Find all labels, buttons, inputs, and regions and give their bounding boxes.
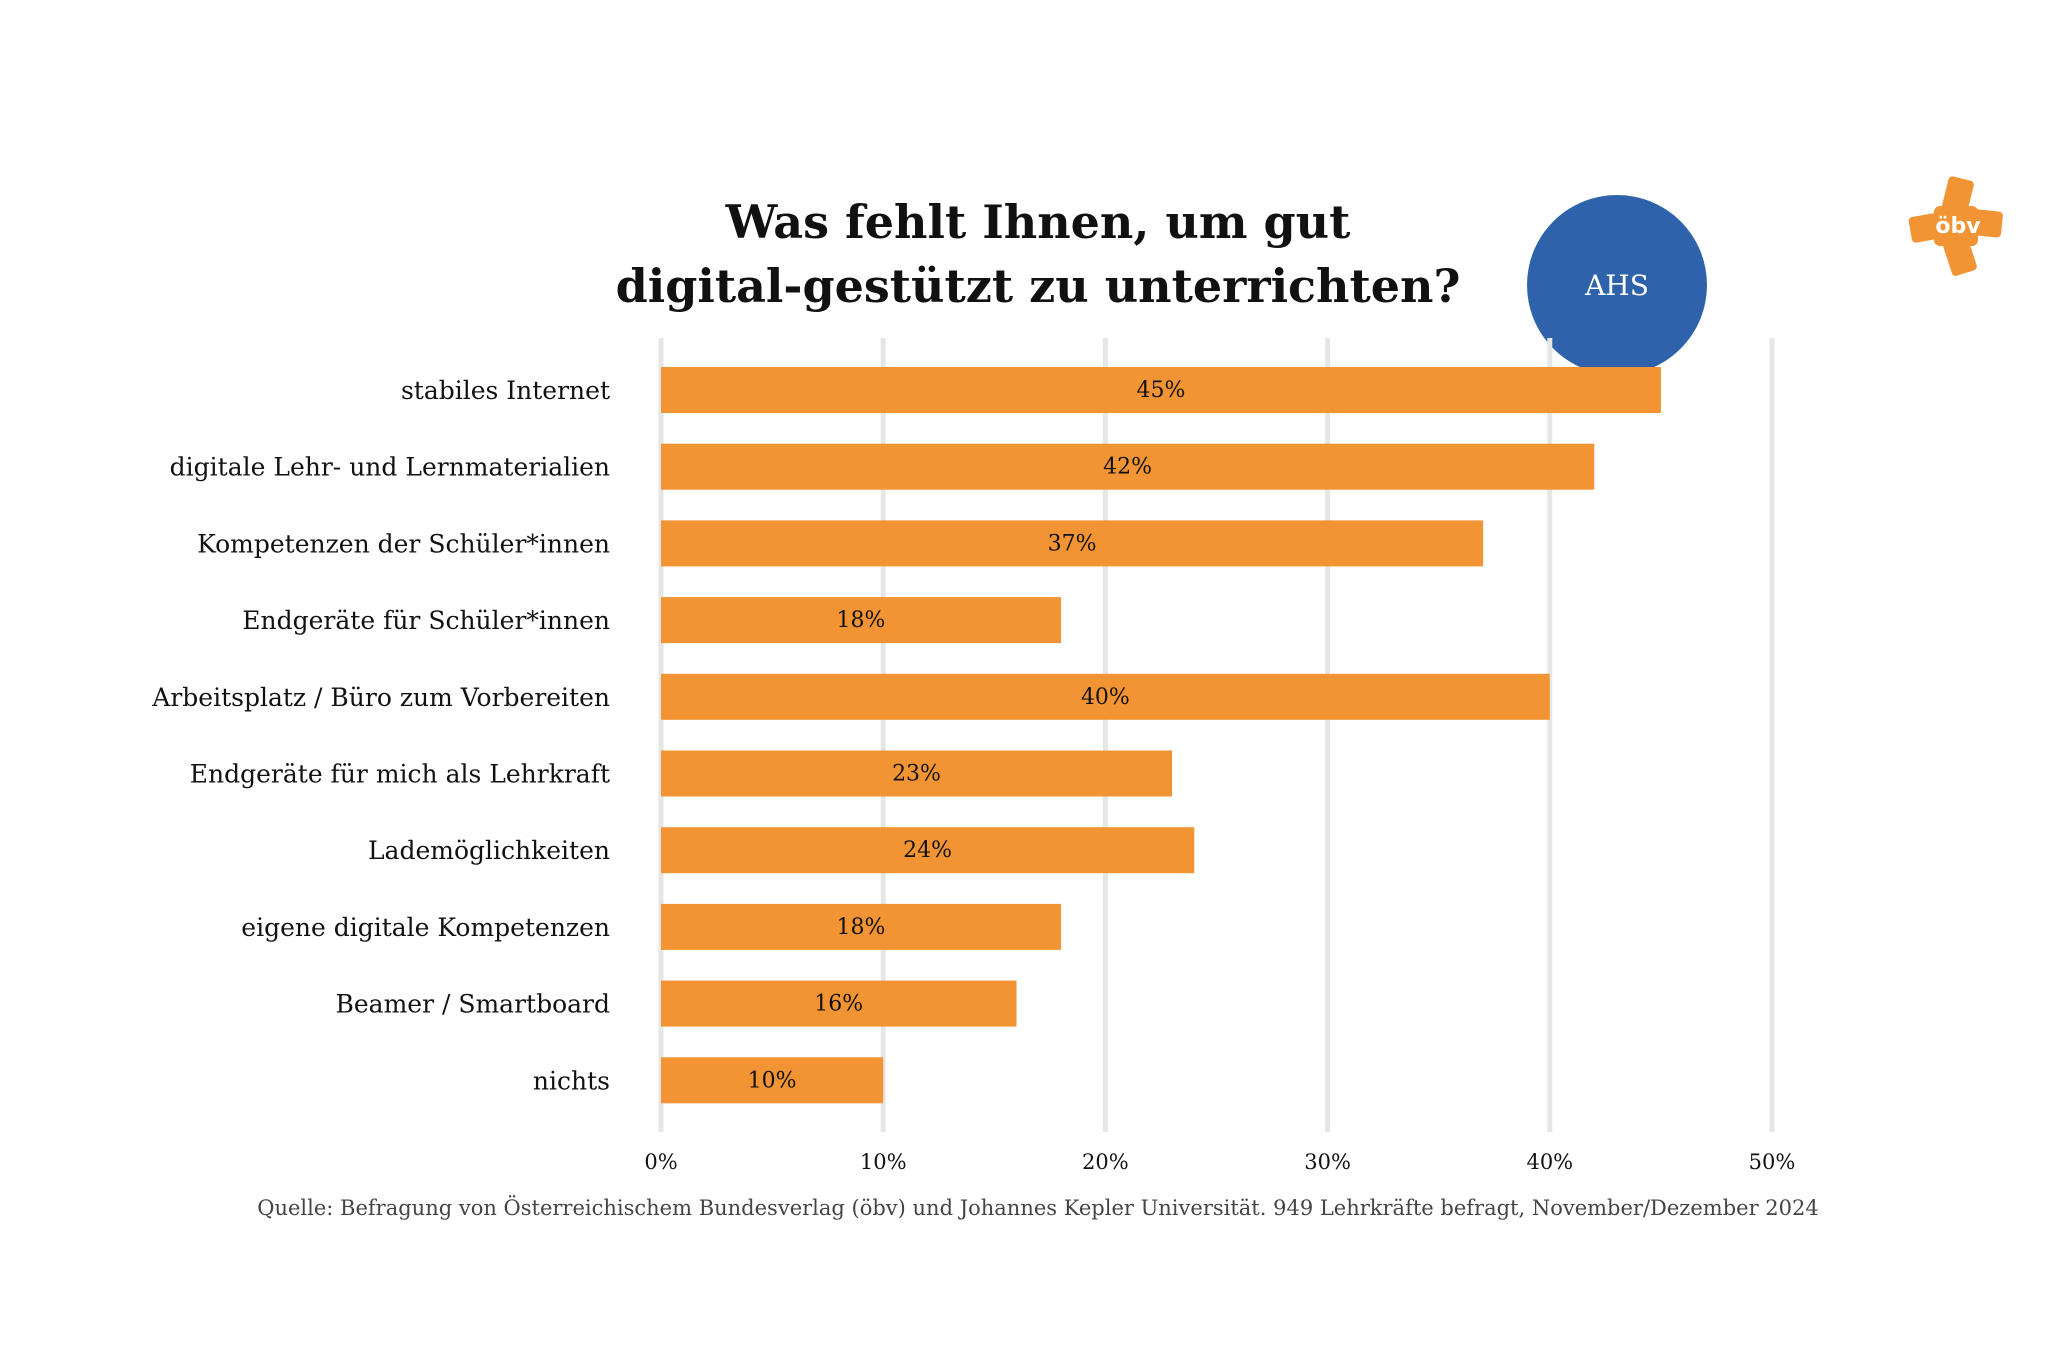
category-label: Beamer / Smartboard [336,990,611,1019]
category-label: Endgeräte für mich als Lehrkraft [190,760,610,789]
category-label: digitale Lehr- und Lernmaterialien [170,453,610,482]
source-note: Quelle: Befragung von Österreichischem B… [257,1196,1819,1220]
bar [661,750,1173,797]
x-tick-label: 20% [1082,1150,1129,1174]
bar-value-label: 18% [837,915,886,940]
school-type-badge-label: AHS [1585,268,1649,302]
category-label: Lademöglichkeiten [368,836,610,865]
chart-title: Was fehlt Ihnen, um gut digital-gestützt… [438,190,1638,318]
category-label: Arbeitsplatz / Büro zum Vorbereiten [151,683,610,712]
bar [661,443,1595,490]
bar-value-label: 37% [1048,531,1097,556]
bar [661,827,1195,874]
x-tick-label: 0% [644,1150,677,1174]
category-label: stabiles Internet [401,376,610,405]
bar-value-label: 42% [1103,455,1152,480]
bar [661,673,1550,720]
chart-title-line-2: digital-gestützt zu unterrichten? [615,259,1461,313]
bar-value-label: 10% [748,1068,797,1093]
oebv-logo-icon: öbv [1908,176,2003,276]
bar [661,367,1661,413]
oebv-logo-text: öbv [1935,214,1981,239]
bar-value-label: 24% [903,838,952,863]
x-tick-label: 10% [860,1150,907,1174]
x-tick-label: 30% [1304,1150,1351,1174]
bar-value-label: 40% [1081,685,1130,710]
bar [661,980,1017,1027]
category-label: Endgeräte für Schüler*innen [242,606,610,635]
bar-value-label: 23% [892,762,941,787]
bar [661,597,1061,644]
x-tick-label: 40% [1526,1150,1573,1174]
bar [661,1057,884,1104]
x-tick-label: 50% [1749,1150,1796,1174]
bar [661,903,1061,950]
bar-value-label: 45% [1136,378,1185,403]
chart-title-line-1: Was fehlt Ihnen, um gut [725,195,1351,249]
category-label: eigene digitale Kompetenzen [241,913,610,942]
bar [661,520,1484,567]
bar-value-label: 18% [837,608,886,633]
bar-value-label: 16% [814,992,863,1017]
category-label: Kompetenzen der Schüler*innen [197,529,610,558]
category-label: nichts [533,1066,610,1095]
school-type-badge: AHS [1527,195,1707,375]
